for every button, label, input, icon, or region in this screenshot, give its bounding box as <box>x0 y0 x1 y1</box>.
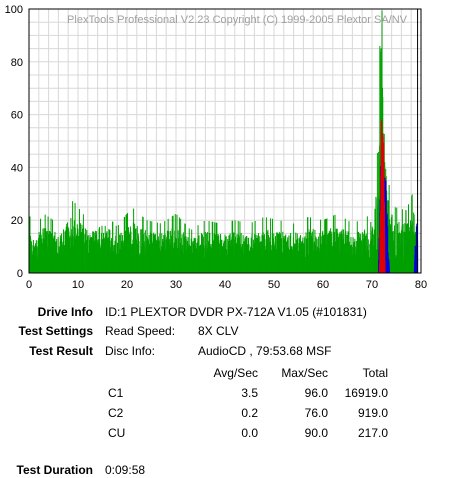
x-tick-label: 50 <box>268 279 280 291</box>
series-c1 <box>28 10 419 273</box>
series-cu <box>379 119 386 273</box>
stats-row-total: 217.0 <box>357 426 388 440</box>
stats-row-total: 919.0 <box>357 406 388 420</box>
stats-row-avg: 0.0 <box>241 426 258 440</box>
x-tick-label: 20 <box>121 279 133 291</box>
x-tick-label: 0 <box>26 279 32 291</box>
y-tick-label: 0 <box>17 268 23 280</box>
x-tick-label: 80 <box>415 279 427 291</box>
plot-frame <box>28 8 422 274</box>
disc-info-label: Disc Info: <box>105 344 156 358</box>
stats-row-total: 16919.0 <box>344 386 388 400</box>
stats-row-name: CU <box>108 426 126 440</box>
test-duration-value: 0:09:58 <box>105 463 146 477</box>
x-tick-label: 70 <box>366 279 378 291</box>
x-tick-label: 40 <box>219 279 231 291</box>
chart-title: PlexTools Professional V2.23 Copyright (… <box>67 14 408 26</box>
stats-header-avg: Avg/Sec <box>213 366 258 380</box>
stats-row-name: C1 <box>108 386 124 400</box>
disc-info-value: AudioCD , 79:53.68 MSF <box>198 344 332 358</box>
y-tick-label: 60 <box>11 110 23 122</box>
drive-info-label: Drive Info <box>37 305 93 319</box>
drive-info-value: ID:1 PLEXTOR DVDR PX-712A V1.05 (#101831… <box>105 305 367 319</box>
stats-row-max: 90.0 <box>304 426 328 440</box>
stats-row-avg: 3.5 <box>241 386 258 400</box>
y-tick-label: 20 <box>11 215 23 227</box>
x-tick-label: 30 <box>170 279 182 291</box>
stats-header-max: Max/Sec <box>281 366 328 380</box>
stats-row-max: 76.0 <box>304 406 328 420</box>
x-tick-label: 60 <box>317 279 329 291</box>
test-settings-label: Test Settings <box>18 324 93 338</box>
tick-labels: 0 10 20 30 40 50 60 70 80 0 20 40 60 80 100 <box>5 4 427 291</box>
read-speed-value: 8X CLV <box>198 324 239 338</box>
read-speed-label: Read Speed: <box>105 324 176 338</box>
test-result-label: Test Result <box>29 344 93 358</box>
stats-row-avg: 0.2 <box>241 406 258 420</box>
stats-row-max: 96.0 <box>304 386 328 400</box>
x-tick-label: 10 <box>72 279 84 291</box>
stats-row-name: C2 <box>108 406 124 420</box>
test-duration-label: Test Duration <box>16 463 93 477</box>
series-layer <box>28 9 419 273</box>
error-rate-chart: PlexTools Professional V2.23 Copyright (… <box>5 4 427 291</box>
stats-header-total: Total <box>362 366 388 380</box>
y-tick-label: 80 <box>11 57 23 69</box>
y-tick-label: 100 <box>5 4 23 16</box>
y-tick-label: 40 <box>11 162 23 174</box>
